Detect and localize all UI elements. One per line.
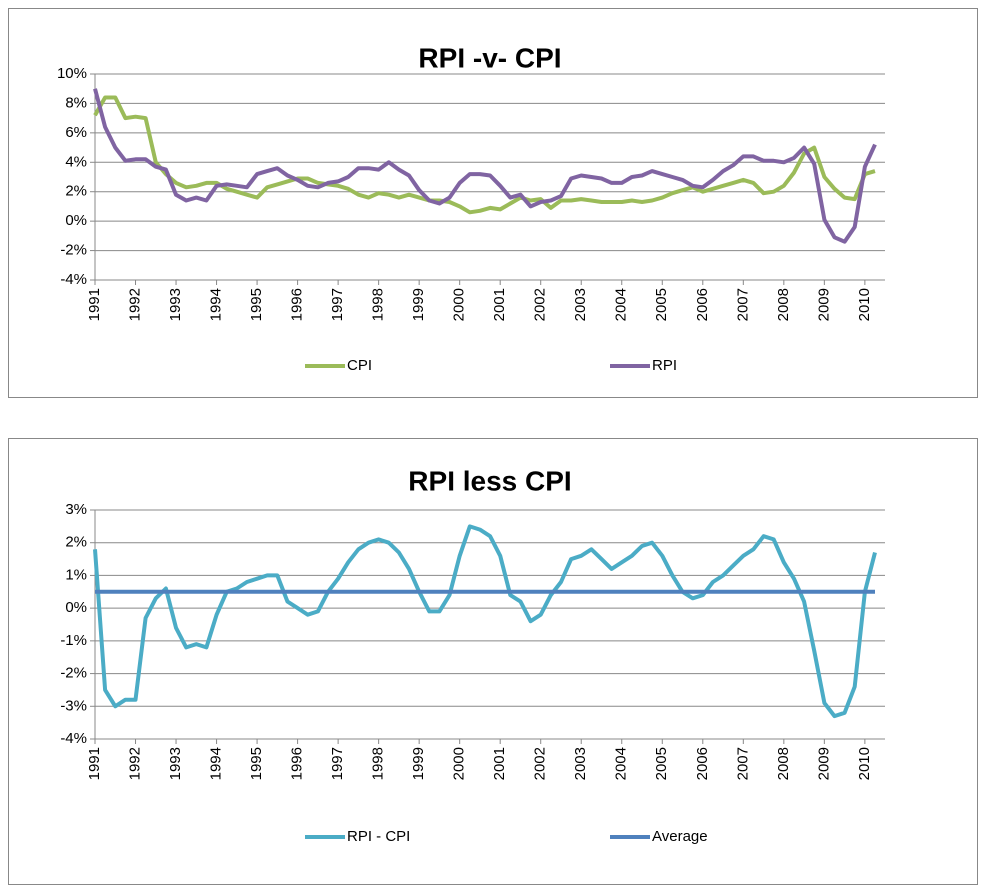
y-tick-label: 8% <box>65 94 87 111</box>
series-line <box>93 524 877 719</box>
chart-frame <box>8 438 978 885</box>
x-tick-label: 2002 <box>532 747 549 780</box>
x-tick-label: 2005 <box>653 288 670 321</box>
y-tick-label: 10% <box>57 65 87 82</box>
y-tick-label: -4% <box>60 730 87 747</box>
y-tick-label: 4% <box>65 153 87 170</box>
x-tick-label: 2004 <box>613 747 630 780</box>
y-tick-label: 0% <box>65 599 87 616</box>
y-tick-label: -4% <box>60 271 87 288</box>
y-tick-label: 1% <box>65 566 87 583</box>
series-line <box>93 88 877 244</box>
chart-title: RPI less CPI <box>408 465 571 496</box>
y-tick-label: -3% <box>60 697 87 714</box>
y-tick-label: 3% <box>65 501 87 518</box>
legend-label: RPI <box>652 357 677 374</box>
x-tick-label: 2010 <box>856 288 873 321</box>
y-tick-label: -2% <box>60 242 87 259</box>
legend-label: Average <box>652 828 708 845</box>
series-line <box>93 95 876 215</box>
x-tick-label: 2007 <box>734 747 751 780</box>
x-tick-label: 1997 <box>329 747 346 780</box>
x-tick-label: 1991 <box>86 747 103 780</box>
x-tick-label: 1997 <box>329 288 346 321</box>
x-tick-label: 1993 <box>167 747 184 780</box>
x-tick-label: 2003 <box>572 747 589 780</box>
chart-title: RPI -v- CPI <box>418 42 561 73</box>
x-tick-label: 2009 <box>815 747 832 780</box>
x-tick-label: 1998 <box>370 288 387 321</box>
x-tick-label: 1992 <box>126 747 143 780</box>
x-tick-label: 2007 <box>734 288 751 321</box>
x-tick-label: 2005 <box>653 747 670 780</box>
legend-label: CPI <box>347 357 372 374</box>
x-tick-label: 1996 <box>289 288 306 321</box>
x-tick-label: 1991 <box>86 288 103 321</box>
chart-frame <box>8 8 978 398</box>
x-tick-label: 2002 <box>532 288 549 321</box>
y-tick-label: 0% <box>65 212 87 229</box>
x-tick-label: 1999 <box>410 747 427 780</box>
x-tick-label: 2001 <box>491 747 508 780</box>
x-tick-label: 1994 <box>208 747 225 780</box>
legend-label: RPI - CPI <box>347 828 410 845</box>
y-tick-label: -2% <box>60 665 87 682</box>
x-tick-label: 2006 <box>694 288 711 321</box>
x-tick-label: 2000 <box>451 747 468 780</box>
x-tick-label: 1992 <box>126 288 143 321</box>
x-tick-label: 2004 <box>613 288 630 321</box>
x-tick-label: 2008 <box>775 747 792 780</box>
x-tick-label: 2001 <box>491 288 508 321</box>
x-tick-label: 1995 <box>248 288 265 321</box>
x-tick-label: 1995 <box>248 747 265 780</box>
y-tick-label: 2% <box>65 183 87 200</box>
x-tick-label: 2006 <box>694 747 711 780</box>
y-tick-label: 2% <box>65 534 87 551</box>
x-tick-label: 2009 <box>815 288 832 321</box>
x-tick-label: 1998 <box>370 747 387 780</box>
x-tick-label: 2008 <box>775 288 792 321</box>
x-tick-label: 1996 <box>289 747 306 780</box>
y-tick-label: -1% <box>60 632 87 649</box>
x-tick-label: 1999 <box>410 288 427 321</box>
x-tick-label: 1993 <box>167 288 184 321</box>
x-tick-label: 1994 <box>208 288 225 321</box>
x-tick-label: 2010 <box>856 747 873 780</box>
y-tick-label: 6% <box>65 124 87 141</box>
x-tick-label: 2003 <box>572 288 589 321</box>
x-tick-label: 2000 <box>451 288 468 321</box>
